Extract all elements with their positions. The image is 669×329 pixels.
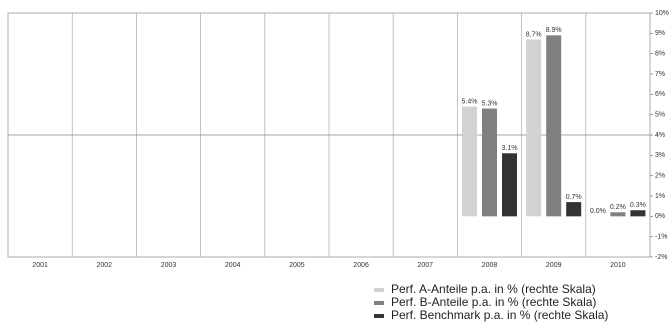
bar [546, 35, 562, 217]
legend-label: Perf. Benchmark p.a. in % (rechte Skala) [391, 308, 608, 322]
legend-swatch [374, 301, 384, 305]
y-tick-label: -2% [655, 254, 667, 261]
y-tick-label: 10% [655, 10, 669, 17]
x-tick-label: 2001 [32, 262, 48, 269]
legend-swatch [374, 314, 384, 318]
y-tick-label: 4% [655, 132, 665, 139]
bar [482, 108, 497, 217]
legend-label: Perf. A-Anteile p.a. in % (rechte Skala) [391, 282, 596, 296]
legend-label: Perf. B-Anteile p.a. in % (rechte Skala) [391, 295, 596, 309]
y-tick-label: 6% [655, 91, 665, 98]
value-label: 8.7% [526, 31, 542, 38]
y-tick-label: 1% [655, 193, 665, 200]
x-tick-label: 2006 [353, 262, 369, 269]
x-tick-label: 2004 [225, 262, 241, 269]
bar [610, 212, 626, 217]
x-tick-label: 2008 [482, 262, 498, 269]
value-label: 0.0% [590, 208, 606, 215]
value-label: 5.3% [482, 100, 498, 107]
value-label: 0.7% [566, 194, 582, 201]
y-tick-label: 5% [655, 112, 665, 119]
bar [462, 106, 477, 217]
x-tick-label: 2003 [161, 262, 177, 269]
x-tick-label: 2010 [610, 262, 626, 269]
x-tick-label: 2009 [546, 262, 562, 269]
y-tick-label: 8% [655, 51, 665, 58]
x-tick-label: 2002 [97, 262, 113, 269]
bar [502, 153, 517, 217]
y-tick-label: 9% [655, 30, 665, 37]
y-tick-label: -1% [655, 234, 667, 241]
y-tick-label: 7% [655, 71, 665, 78]
bar [526, 39, 542, 217]
legend-swatch [374, 288, 384, 292]
y-tick-label: 0% [655, 213, 665, 220]
y-tick-label: 3% [655, 152, 665, 159]
value-label: 5.4% [462, 98, 478, 105]
value-label: 0.2% [610, 204, 626, 211]
value-label: 0.3% [630, 202, 646, 209]
value-label: 8.9% [546, 27, 562, 34]
y-tick-label: 2% [655, 173, 665, 180]
bar [566, 202, 582, 217]
bar [630, 210, 646, 217]
value-label: 3.1% [502, 145, 518, 152]
x-tick-label: 2005 [289, 262, 305, 269]
x-tick-label: 2007 [418, 262, 434, 269]
